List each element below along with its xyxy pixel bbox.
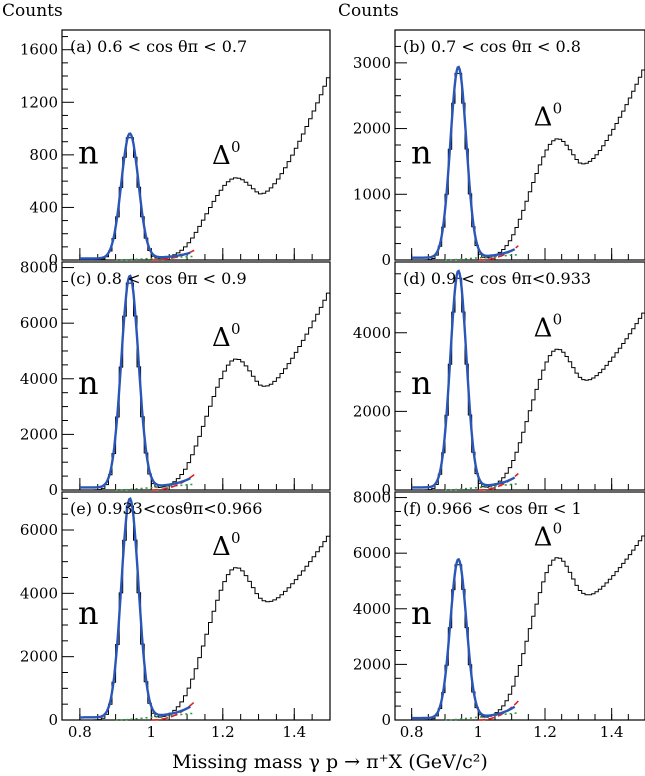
neutron-fit-curve — [79, 274, 191, 489]
panel-label: (d) 0.9 < cos θπ<0.933 — [403, 269, 591, 288]
x-tick-label: 1.4 — [600, 723, 624, 741]
histogram-series — [405, 69, 645, 261]
delta-superscript: 0 — [231, 138, 241, 156]
background-fit-curve — [115, 712, 195, 721]
neutron-fit-curve — [79, 132, 191, 260]
background-fit-curve — [445, 483, 519, 491]
y-tick-label: 2000 — [353, 120, 391, 138]
delta-superscript: 0 — [553, 310, 563, 328]
background-fit-curve — [115, 483, 195, 491]
delta-tail-curve — [151, 701, 195, 721]
delta-label: Δ — [212, 532, 231, 562]
histogram-series — [405, 277, 645, 491]
panel-e: 0 2000 4000 6000 0.8 1 1.2 1.4 (e) 0.933<cosθπ<0… — [20, 491, 331, 741]
neutron-label: n — [78, 364, 99, 402]
x-tick-label: 0.8 — [68, 723, 92, 741]
panel-label: (c) 0.8 < cos θπ < 0.9 — [70, 269, 247, 288]
y-tick-label: 2000 — [20, 425, 58, 443]
panel-c: 0 2000 4000 6000 8000 (c) 0.8 < cos θπ < 0.9 n… — [20, 259, 331, 499]
y-tick-label: 2000 — [353, 402, 391, 420]
y-tick-label: 0 — [381, 251, 391, 269]
background-fit-curve — [445, 253, 519, 261]
y-tick-label: 0 — [48, 251, 58, 269]
y-tick-label: 1200 — [20, 93, 58, 111]
panel-frame — [394, 29, 645, 261]
panel-label: (b) 0.7 < cos θπ < 0.8 — [403, 37, 581, 56]
panel-label: (e) 0.933<cosθπ<0.966 — [70, 499, 262, 518]
delta-superscript: 0 — [553, 520, 563, 538]
x-tick-label: 1.2 — [211, 723, 235, 741]
neutron-label: n — [411, 594, 432, 632]
panel-frame — [394, 261, 645, 491]
neutron-fit-curve — [411, 65, 516, 259]
delta-superscript: 0 — [231, 320, 241, 338]
y-tick-label: 4000 — [353, 600, 391, 618]
y-axis-title-left: Counts — [2, 1, 63, 21]
neutron-fit-curve — [79, 496, 191, 719]
panel-frame — [394, 491, 645, 721]
y-tick-label: 2000 — [353, 655, 391, 673]
delta-label: Δ — [534, 103, 553, 133]
delta-tail-curve — [151, 474, 195, 491]
y-tick-label: 6000 — [20, 314, 58, 332]
panel-frame — [61, 491, 331, 721]
y-tick-label: 400 — [29, 198, 58, 216]
histogram-series — [72, 282, 330, 491]
delta-superscript: 0 — [231, 529, 241, 547]
delta-label: Δ — [534, 523, 553, 553]
y-axis-title-right: Counts — [338, 1, 399, 21]
y-tick-label: 1000 — [353, 185, 391, 203]
background-fit-curve — [445, 712, 519, 721]
y-tick-label: 3000 — [353, 54, 391, 72]
y-tick-label: 6000 — [353, 544, 391, 562]
neutron-label: n — [411, 364, 432, 402]
panel-label: (a) 0.6 < cos θπ < 0.7 — [70, 37, 247, 56]
delta-label: Δ — [534, 313, 553, 343]
x-tick-label: 0.8 — [400, 723, 424, 741]
background-fit-curve — [115, 255, 195, 261]
y-tick-label: 8000 — [353, 489, 391, 507]
x-tick-label: 1.4 — [282, 723, 306, 741]
y-tick-label: 4000 — [20, 370, 58, 388]
y-tick-label: 2000 — [20, 648, 58, 666]
y-tick-label: 0 — [48, 481, 58, 499]
delta-superscript: 0 — [553, 100, 563, 118]
y-tick-label: 0 — [381, 481, 391, 499]
panel-f: 0 2000 4000 6000 8000 0.8 1 1.2 1.4 (f) 0.966 < c… — [353, 489, 645, 741]
y-tick-label: 800 — [29, 146, 58, 164]
neutron-fit-curve — [411, 557, 516, 720]
delta-label: Δ — [212, 323, 231, 353]
neutron-label: n — [78, 594, 99, 632]
panel-frame — [61, 29, 331, 261]
histogram-series — [72, 505, 330, 721]
x-axis-title: Missing mass γ p → π⁺X (GeV/c²) — [172, 751, 488, 773]
histogram-series — [405, 535, 645, 721]
x-tick-label: 1 — [147, 723, 157, 741]
neutron-fit-curve — [411, 269, 516, 489]
y-tick-label: 4000 — [353, 324, 391, 342]
histogram-series — [72, 77, 330, 261]
y-tick-label: 4000 — [20, 584, 58, 602]
x-tick-label: 1.2 — [533, 723, 557, 741]
delta-label: Δ — [212, 141, 231, 171]
panel-label: (f) 0.966 < cos θπ < 1 — [403, 499, 582, 518]
y-tick-label: 0 — [381, 711, 391, 729]
y-tick-label: 0 — [48, 711, 58, 729]
x-tick-label: 1 — [474, 723, 484, 741]
neutron-label: n — [411, 133, 432, 171]
y-tick-label: 8000 — [20, 259, 58, 277]
panel-frame — [61, 261, 331, 491]
neutron-label: n — [78, 133, 99, 171]
y-tick-label: 6000 — [20, 521, 58, 539]
y-tick-label: 1600 — [20, 41, 58, 59]
